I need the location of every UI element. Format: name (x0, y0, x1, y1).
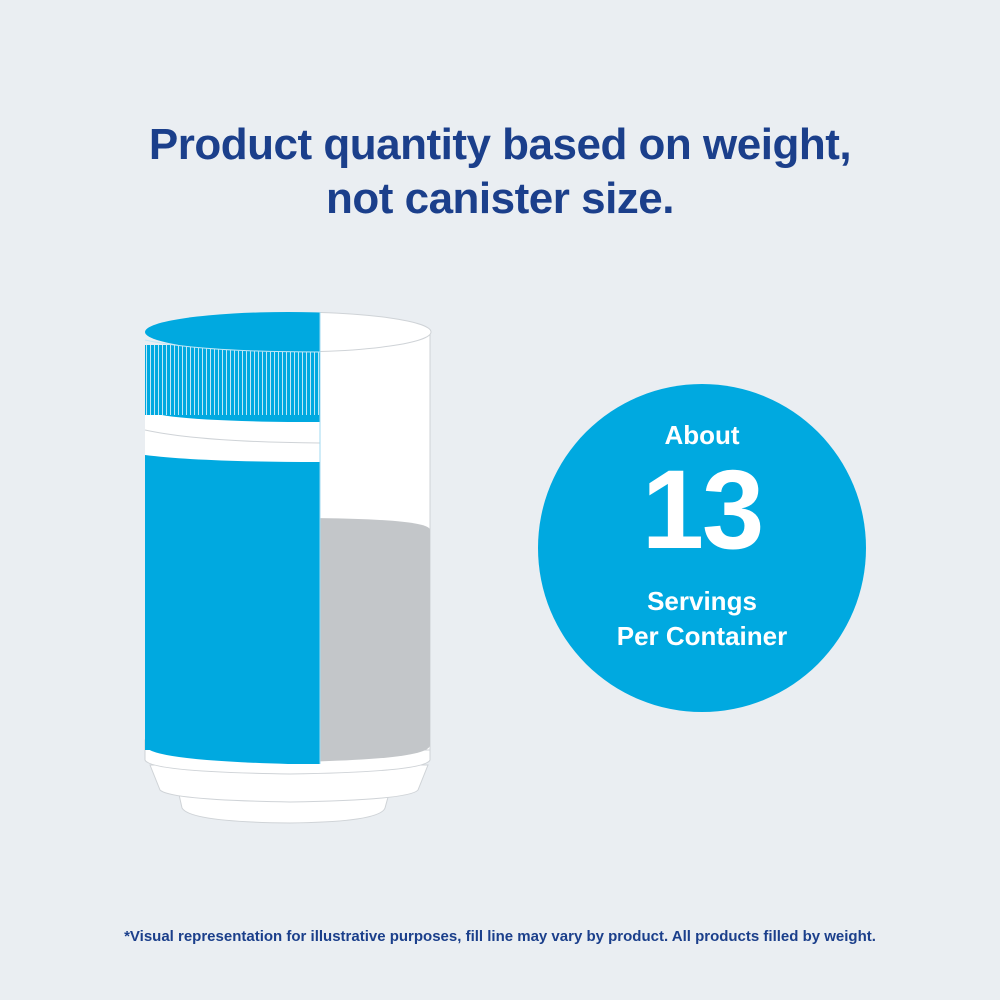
badge-servings: Servings (647, 586, 757, 616)
servings-badge: About 13 Servings Per Container (538, 384, 866, 712)
badge-about: About (664, 420, 740, 450)
headline: Product quantity based on weight, not ca… (0, 118, 1000, 226)
footnote: *Visual representation for illustrative … (124, 928, 876, 945)
headline-line-2: not canister size. (325, 174, 675, 223)
headline-line-1: Product quantity based on weight, (148, 120, 852, 169)
fill-level (320, 518, 430, 762)
servings-count: 13 (641, 447, 765, 572)
badge-per-container: Per Container (616, 621, 788, 651)
